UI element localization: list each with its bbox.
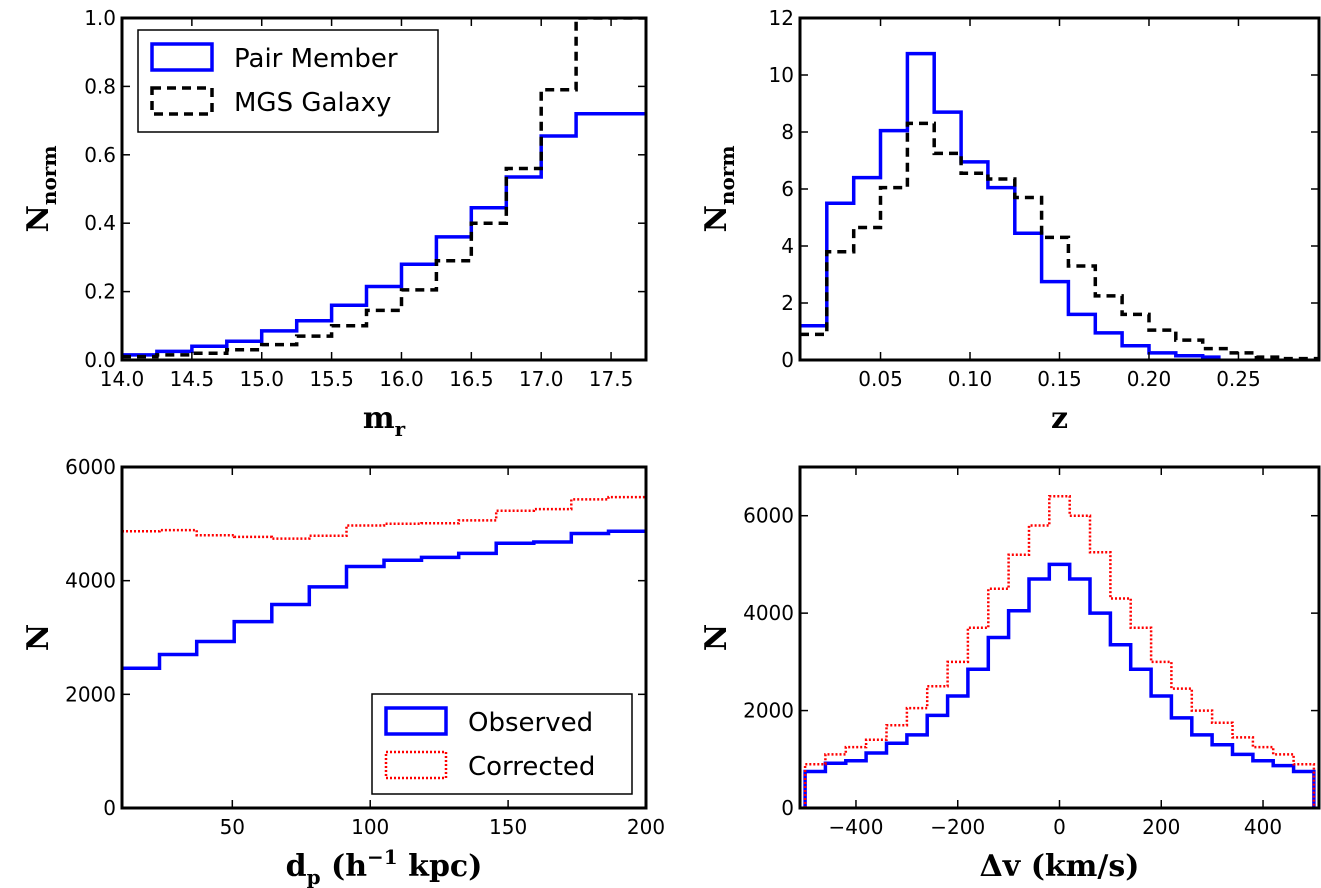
legend: Observed Corrected — [371, 693, 633, 795]
y-tick-label: 1.0 — [84, 6, 116, 30]
y-tick-label: 2 — [781, 291, 794, 315]
y-tick-label: 0.2 — [84, 280, 116, 304]
axes-frame — [120, 465, 648, 810]
y-tick-label: 0.8 — [84, 74, 116, 98]
legend-swatch-mgs-galaxy — [150, 86, 214, 116]
y-tick-label: 0.0 — [84, 348, 116, 372]
axes-frame — [120, 16, 648, 362]
x-axis-label: mr — [363, 401, 406, 441]
series-pair-member-line — [122, 112, 646, 357]
series-primary-line — [803, 562, 1316, 808]
y-tick-label: 6 — [781, 177, 794, 201]
legend-box — [137, 29, 439, 133]
panel-magnitude-histogram: 14.0 14.5 15.0 15.5 16.0 16.5 17.0 17.5 0.0 0.2 0.… — [21, 6, 648, 441]
x-tick-label: 0.15 — [1037, 367, 1082, 391]
y-tick-label: 6000 — [65, 455, 116, 479]
series-mgs-galaxy-line — [122, 18, 646, 359]
x-tick-label: 14.5 — [170, 367, 215, 391]
y-tick-label: 2000 — [65, 682, 116, 706]
y-tick-label: 4 — [781, 234, 794, 258]
x-tick-label: 400 — [1244, 815, 1282, 839]
y-tick-label: 6000 — [743, 504, 794, 528]
x-tick-label: 50 — [220, 815, 245, 839]
axes-frame — [798, 16, 1321, 362]
legend-label-corrected: Corrected — [468, 752, 595, 782]
axes-frame — [798, 465, 1321, 810]
x-tick-label: 150 — [489, 815, 527, 839]
x-axis-label: z — [1051, 401, 1068, 436]
y-tick-label: 4000 — [743, 601, 794, 625]
x-tick-label: 200 — [627, 815, 665, 839]
y-tick-label: 0.6 — [84, 143, 116, 167]
x-tick-label: 0.20 — [1127, 367, 1172, 391]
y-tick-label: 0.4 — [84, 211, 116, 235]
legend-label-mgs-galaxy: MGS Galaxy — [234, 88, 391, 118]
legend-label-observed: Observed — [468, 708, 593, 738]
y-tick-label: 0 — [781, 796, 794, 820]
x-tick-label: 17.0 — [519, 367, 564, 391]
series-corrected-line — [122, 495, 646, 540]
x-tick-label: 15.0 — [239, 367, 284, 391]
x-tick-label: −400 — [829, 815, 884, 839]
x-tick-label: 0 — [1053, 815, 1066, 839]
x-tick-label: 14.0 — [100, 367, 145, 391]
x-axis-label: Δv (km/s) — [980, 849, 1140, 884]
y-tick-label: 12 — [769, 6, 794, 30]
y-axis-label: N — [21, 624, 56, 651]
series-secondary-line — [803, 494, 1316, 808]
series-primary-line — [800, 51, 1221, 359]
x-tick-label: 200 — [1142, 815, 1180, 839]
series-observed-line — [122, 529, 646, 670]
series-secondary-line — [800, 121, 1319, 360]
legend-swatch-pair-member — [150, 42, 214, 72]
y-tick-label: 0 — [781, 348, 794, 372]
y-tick-label: 2000 — [743, 699, 794, 723]
y-axis-label: N — [699, 624, 734, 651]
legend-swatch-corrected — [384, 750, 448, 780]
y-tick-label: 4000 — [65, 569, 116, 593]
x-tick-label: 100 — [351, 815, 389, 839]
y-tick-label: 0 — [103, 796, 116, 820]
x-tick-label: 0.10 — [948, 367, 993, 391]
x-tick-label: 16.5 — [449, 367, 494, 391]
x-tick-label: 16.0 — [379, 367, 424, 391]
legend: Pair Member MGS Galaxy — [137, 29, 439, 133]
x-tick-label: 15.5 — [309, 367, 354, 391]
y-tick-label: 10 — [769, 63, 794, 87]
legend-swatch-observed — [384, 706, 448, 736]
x-tick-label: −200 — [930, 815, 985, 839]
x-tick-label: 0.05 — [858, 367, 903, 391]
y-tick-label: 8 — [781, 120, 794, 144]
y-axis-label: Nnorm — [699, 145, 739, 232]
panel-redshift-histogram: 0.05 0.10 0.15 0.20 0.25 0 2 4 6 8 10 12 z Nnorm — [699, 6, 1321, 436]
y-axis-label: Nnorm — [21, 145, 61, 232]
legend-label-pair-member: Pair Member — [234, 44, 398, 74]
x-axis-label: dp (h−1 kpc) — [286, 845, 483, 888]
x-tick-label: 0.25 — [1216, 367, 1261, 391]
x-tick-label: 17.5 — [589, 367, 634, 391]
